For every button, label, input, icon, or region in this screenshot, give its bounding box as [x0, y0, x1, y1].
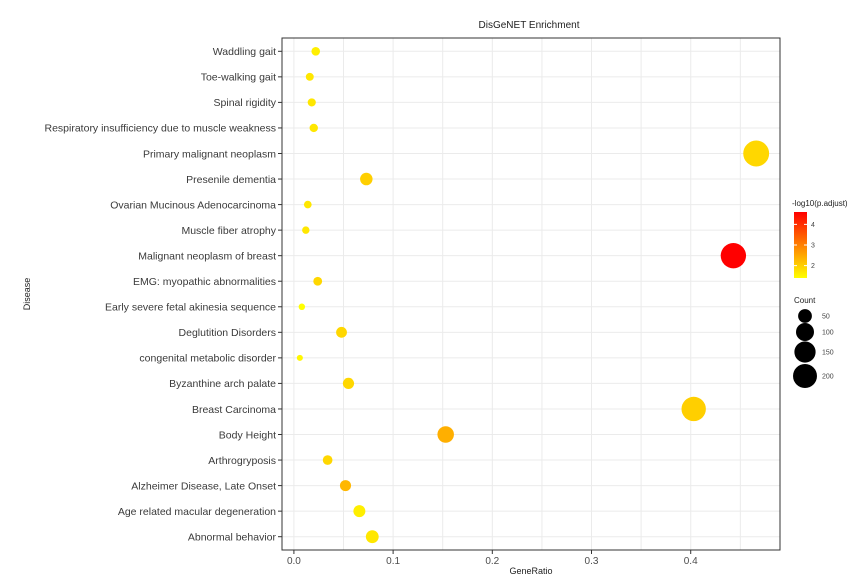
y-tick-label: Primary malignant neoplasm	[143, 148, 276, 160]
y-tick-label: Abnormal behavior	[188, 532, 277, 544]
data-point	[311, 47, 321, 56]
data-points	[296, 47, 770, 544]
data-point	[339, 480, 352, 492]
size-legend-label: 50	[822, 314, 830, 321]
y-tick-label: EMG: myopathic abnormalities	[133, 276, 276, 288]
data-point	[681, 396, 706, 422]
x-axis-ticks: 0.0 0.1 0.2 0.3 0.4	[287, 550, 698, 567]
color-legend-title: -log10(p.adjust)	[792, 199, 848, 208]
y-tick-label: Alzheimer Disease, Late Onset	[131, 480, 276, 492]
color-legend-tick-label: 2	[811, 263, 815, 270]
y-tick-label: Deglutition Disorders	[179, 327, 276, 339]
data-point	[336, 326, 347, 338]
y-tick-label: Waddling gait	[213, 46, 276, 58]
x-tick-label: 0.4	[684, 556, 698, 567]
data-point	[307, 98, 316, 107]
data-point	[313, 276, 323, 286]
color-legend-bar	[794, 212, 807, 278]
y-tick-label: Ovarian Mucinous Adenocarcinoma	[110, 199, 276, 211]
y-tick-label: Presenile dementia	[186, 174, 276, 186]
x-tick-label: 0.2	[485, 556, 499, 567]
data-point	[305, 72, 314, 81]
color-legend-tick-label: 4	[811, 222, 815, 229]
data-point	[309, 123, 318, 133]
data-point	[365, 530, 379, 544]
color-legend-tick-label: 3	[811, 243, 815, 250]
data-point	[322, 455, 333, 465]
data-point	[360, 172, 373, 186]
x-tick-label: 0.3	[585, 556, 599, 567]
plot-grid	[282, 38, 780, 550]
y-tick-label: Respiratory insufficiency due to muscle …	[45, 123, 277, 135]
y-tick-label: Age related macular degeneration	[118, 506, 276, 518]
data-point	[303, 200, 312, 209]
data-point	[296, 354, 303, 361]
size-legend-title: Count	[794, 296, 816, 305]
data-point	[302, 226, 310, 234]
y-axis-label: Disease	[22, 278, 32, 311]
y-tick-label: Spinal rigidity	[214, 97, 277, 109]
color-legend: -log10(p.adjust) 2 3 4	[792, 199, 848, 278]
y-axis-ticks: Waddling gait Toe-walking gait Spinal rigi…	[45, 46, 282, 544]
data-point	[437, 426, 454, 443]
y-tick-label: congenital metabolic disorder	[139, 353, 276, 365]
size-legend-key	[798, 309, 812, 323]
data-point	[720, 243, 747, 269]
y-tick-label: Toe-walking gait	[201, 72, 276, 84]
y-tick-label: Breast Carcinoma	[192, 404, 276, 416]
y-tick-label: Body Height	[219, 429, 276, 441]
size-legend: Count 50 100 150 200	[793, 296, 834, 388]
chart-title: DisGeNET Enrichment	[479, 20, 580, 31]
data-point	[298, 303, 306, 311]
y-tick-label: Muscle fiber atrophy	[181, 225, 276, 237]
data-point	[743, 140, 770, 167]
x-tick-label: 0.0	[287, 556, 301, 567]
size-legend-label: 200	[822, 374, 834, 381]
x-axis-label: GeneRatio	[509, 566, 552, 576]
data-point	[353, 505, 366, 518]
size-legend-label: 100	[822, 330, 834, 337]
size-legend-key	[794, 341, 816, 363]
y-tick-label: Arthrogryposis	[208, 455, 276, 467]
y-tick-label: Malignant neoplasm of breast	[138, 250, 276, 262]
size-legend-key	[793, 364, 817, 388]
plot-panel-border	[281, 37, 781, 551]
y-tick-label: Byzanthine arch palate	[169, 378, 276, 390]
size-legend-key	[796, 323, 814, 341]
y-tick-label: Early severe fetal akinesia sequence	[105, 302, 276, 314]
data-point	[342, 377, 355, 390]
size-legend-label: 150	[822, 350, 834, 357]
x-tick-label: 0.1	[386, 556, 400, 567]
